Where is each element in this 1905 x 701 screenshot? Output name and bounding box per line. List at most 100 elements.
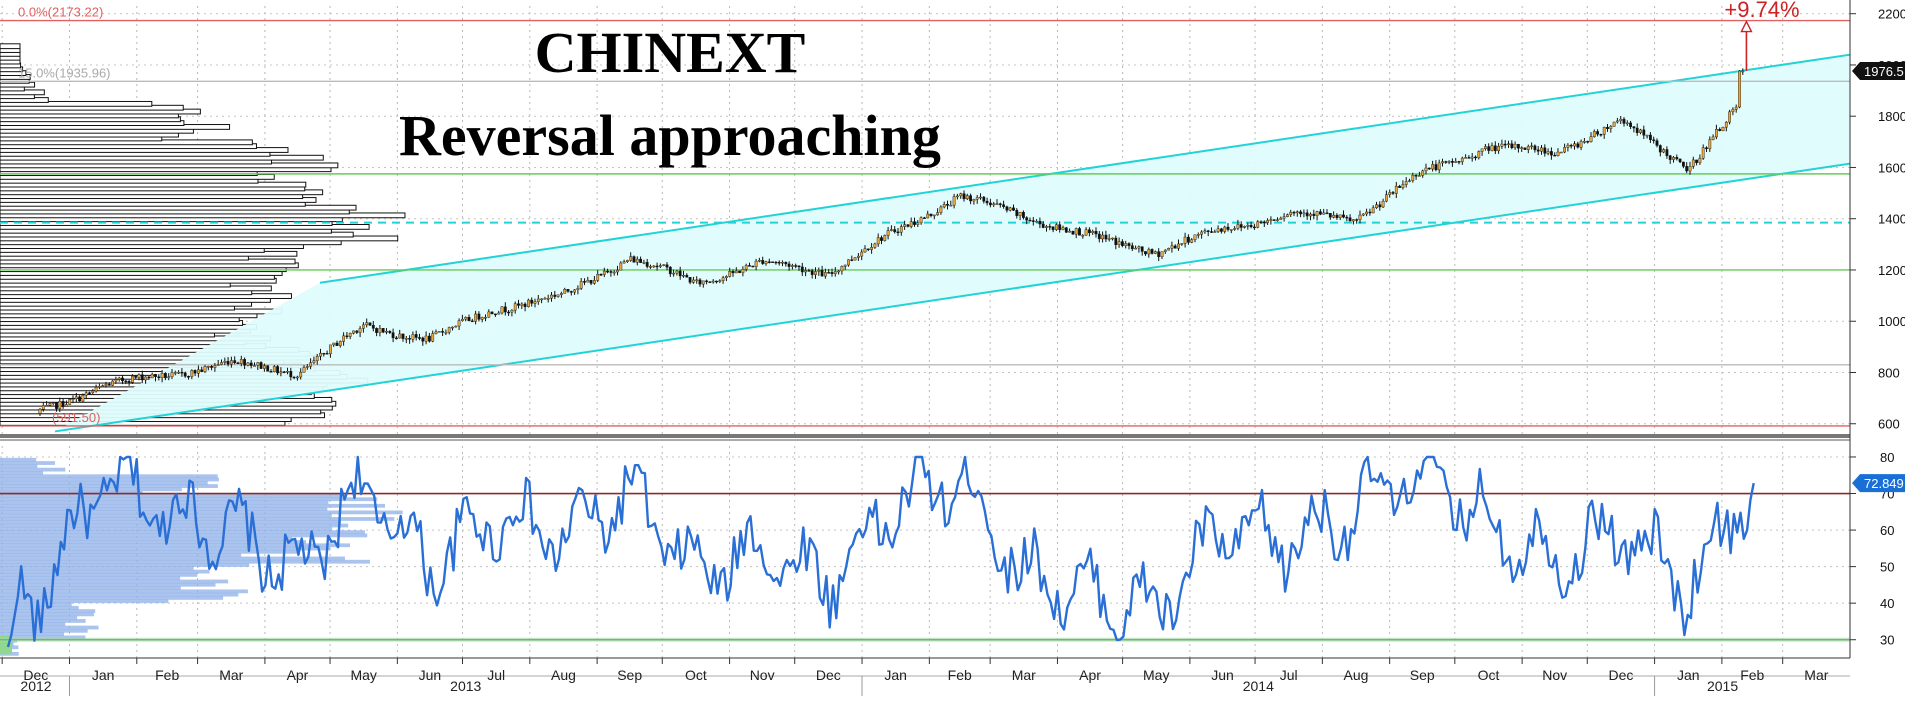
rsi-volume-bar	[0, 576, 181, 581]
candle-body	[1127, 243, 1131, 246]
candle-body	[820, 270, 824, 277]
candle-body	[180, 372, 184, 374]
candle-body	[1701, 147, 1705, 159]
candle-body	[282, 371, 286, 373]
candle-body	[942, 204, 946, 208]
candle-body	[569, 291, 573, 293]
candle-body	[1401, 184, 1405, 188]
candle-body	[926, 213, 930, 219]
candle-body	[144, 376, 147, 381]
candle-body	[510, 309, 514, 313]
candle-body	[1543, 147, 1547, 154]
candle-body	[101, 385, 105, 387]
candle-body	[1576, 143, 1580, 148]
candle-body	[1685, 166, 1689, 172]
candle-body	[692, 279, 695, 283]
candle-body	[579, 281, 583, 289]
candle-body	[243, 359, 246, 366]
candle-body	[1609, 126, 1613, 129]
x-tick-label: Apr	[287, 667, 309, 683]
candle-body	[342, 335, 345, 342]
candle-body	[299, 371, 303, 378]
candle-body	[335, 342, 339, 346]
candle-body	[1058, 224, 1062, 230]
x-tick-label: Mar	[1012, 667, 1036, 683]
rsi-line	[6, 455, 1755, 648]
candle-body	[1437, 162, 1441, 171]
rsi-volume-bar	[0, 609, 96, 613]
candle-body	[685, 274, 689, 278]
candle-body	[1728, 111, 1732, 123]
candle-body	[817, 270, 821, 272]
candle-body	[678, 270, 682, 277]
candle-body	[1104, 234, 1108, 240]
candle-body	[451, 326, 454, 329]
candle-body	[1140, 246, 1144, 252]
candle-body	[896, 231, 900, 234]
candle-body	[163, 373, 167, 379]
candle-body	[1365, 211, 1369, 215]
candle-body	[1384, 194, 1388, 202]
candle-body	[566, 288, 570, 292]
candle-body	[193, 370, 197, 374]
candle-body	[203, 366, 207, 372]
candle-body	[1540, 147, 1543, 152]
fib-label: 0.0%(2173.22)	[18, 5, 103, 20]
y-tick-label: 1400	[1878, 212, 1905, 227]
candle-body	[708, 281, 712, 283]
candle-body	[1338, 214, 1342, 218]
rsi-volume-bar	[0, 625, 99, 630]
candle-body	[97, 386, 101, 388]
candle-body	[1414, 174, 1418, 177]
candle-body	[454, 325, 458, 328]
candle-body	[969, 195, 973, 202]
candle-body	[480, 317, 484, 320]
candle-body	[1183, 236, 1187, 244]
candle-body	[767, 261, 771, 263]
candle-body	[411, 334, 415, 340]
y-tick-label: 1600	[1878, 160, 1905, 175]
candle-body	[883, 235, 887, 241]
candle-body	[837, 270, 841, 273]
candle-body	[1592, 131, 1596, 137]
candle-body	[1549, 151, 1553, 156]
candle-body	[1734, 106, 1738, 110]
candle-body	[1266, 220, 1270, 223]
candle-body	[1417, 175, 1421, 177]
candle-body	[1675, 157, 1679, 160]
rsi-tick-label: 60	[1880, 523, 1894, 538]
candle-body	[1111, 237, 1114, 240]
rsi-tick-label: 30	[1880, 633, 1894, 648]
candle-body	[536, 298, 540, 302]
candle-body	[1210, 231, 1213, 233]
rsi-volume-bar	[0, 553, 242, 558]
candle-body	[744, 265, 748, 270]
candle-body	[1483, 146, 1487, 150]
candle-body	[843, 264, 847, 267]
candle-body	[1279, 217, 1283, 220]
candle-body	[599, 273, 603, 276]
candle-body	[1510, 143, 1514, 148]
candle-body	[1681, 161, 1685, 167]
candle-body	[220, 362, 223, 365]
candle-body	[949, 204, 953, 207]
candle-body	[998, 203, 1002, 205]
candle-body	[652, 265, 656, 268]
candle-body	[655, 265, 659, 268]
volume-bar	[0, 43, 21, 50]
candle-body	[94, 387, 98, 392]
candle-body	[1223, 226, 1227, 232]
candle-body	[1239, 224, 1243, 228]
candle-body	[1431, 164, 1435, 170]
candle-body	[632, 256, 636, 263]
candle-body	[292, 376, 296, 379]
candle-body	[1292, 211, 1296, 214]
rsi-tick-label: 40	[1880, 596, 1894, 611]
candle-body	[560, 293, 563, 295]
candle-body	[741, 269, 745, 273]
candle-body	[309, 362, 312, 367]
candle-body	[890, 229, 893, 231]
candle-body	[728, 271, 732, 277]
candle-body	[1153, 251, 1157, 254]
candle-body	[1262, 221, 1266, 224]
